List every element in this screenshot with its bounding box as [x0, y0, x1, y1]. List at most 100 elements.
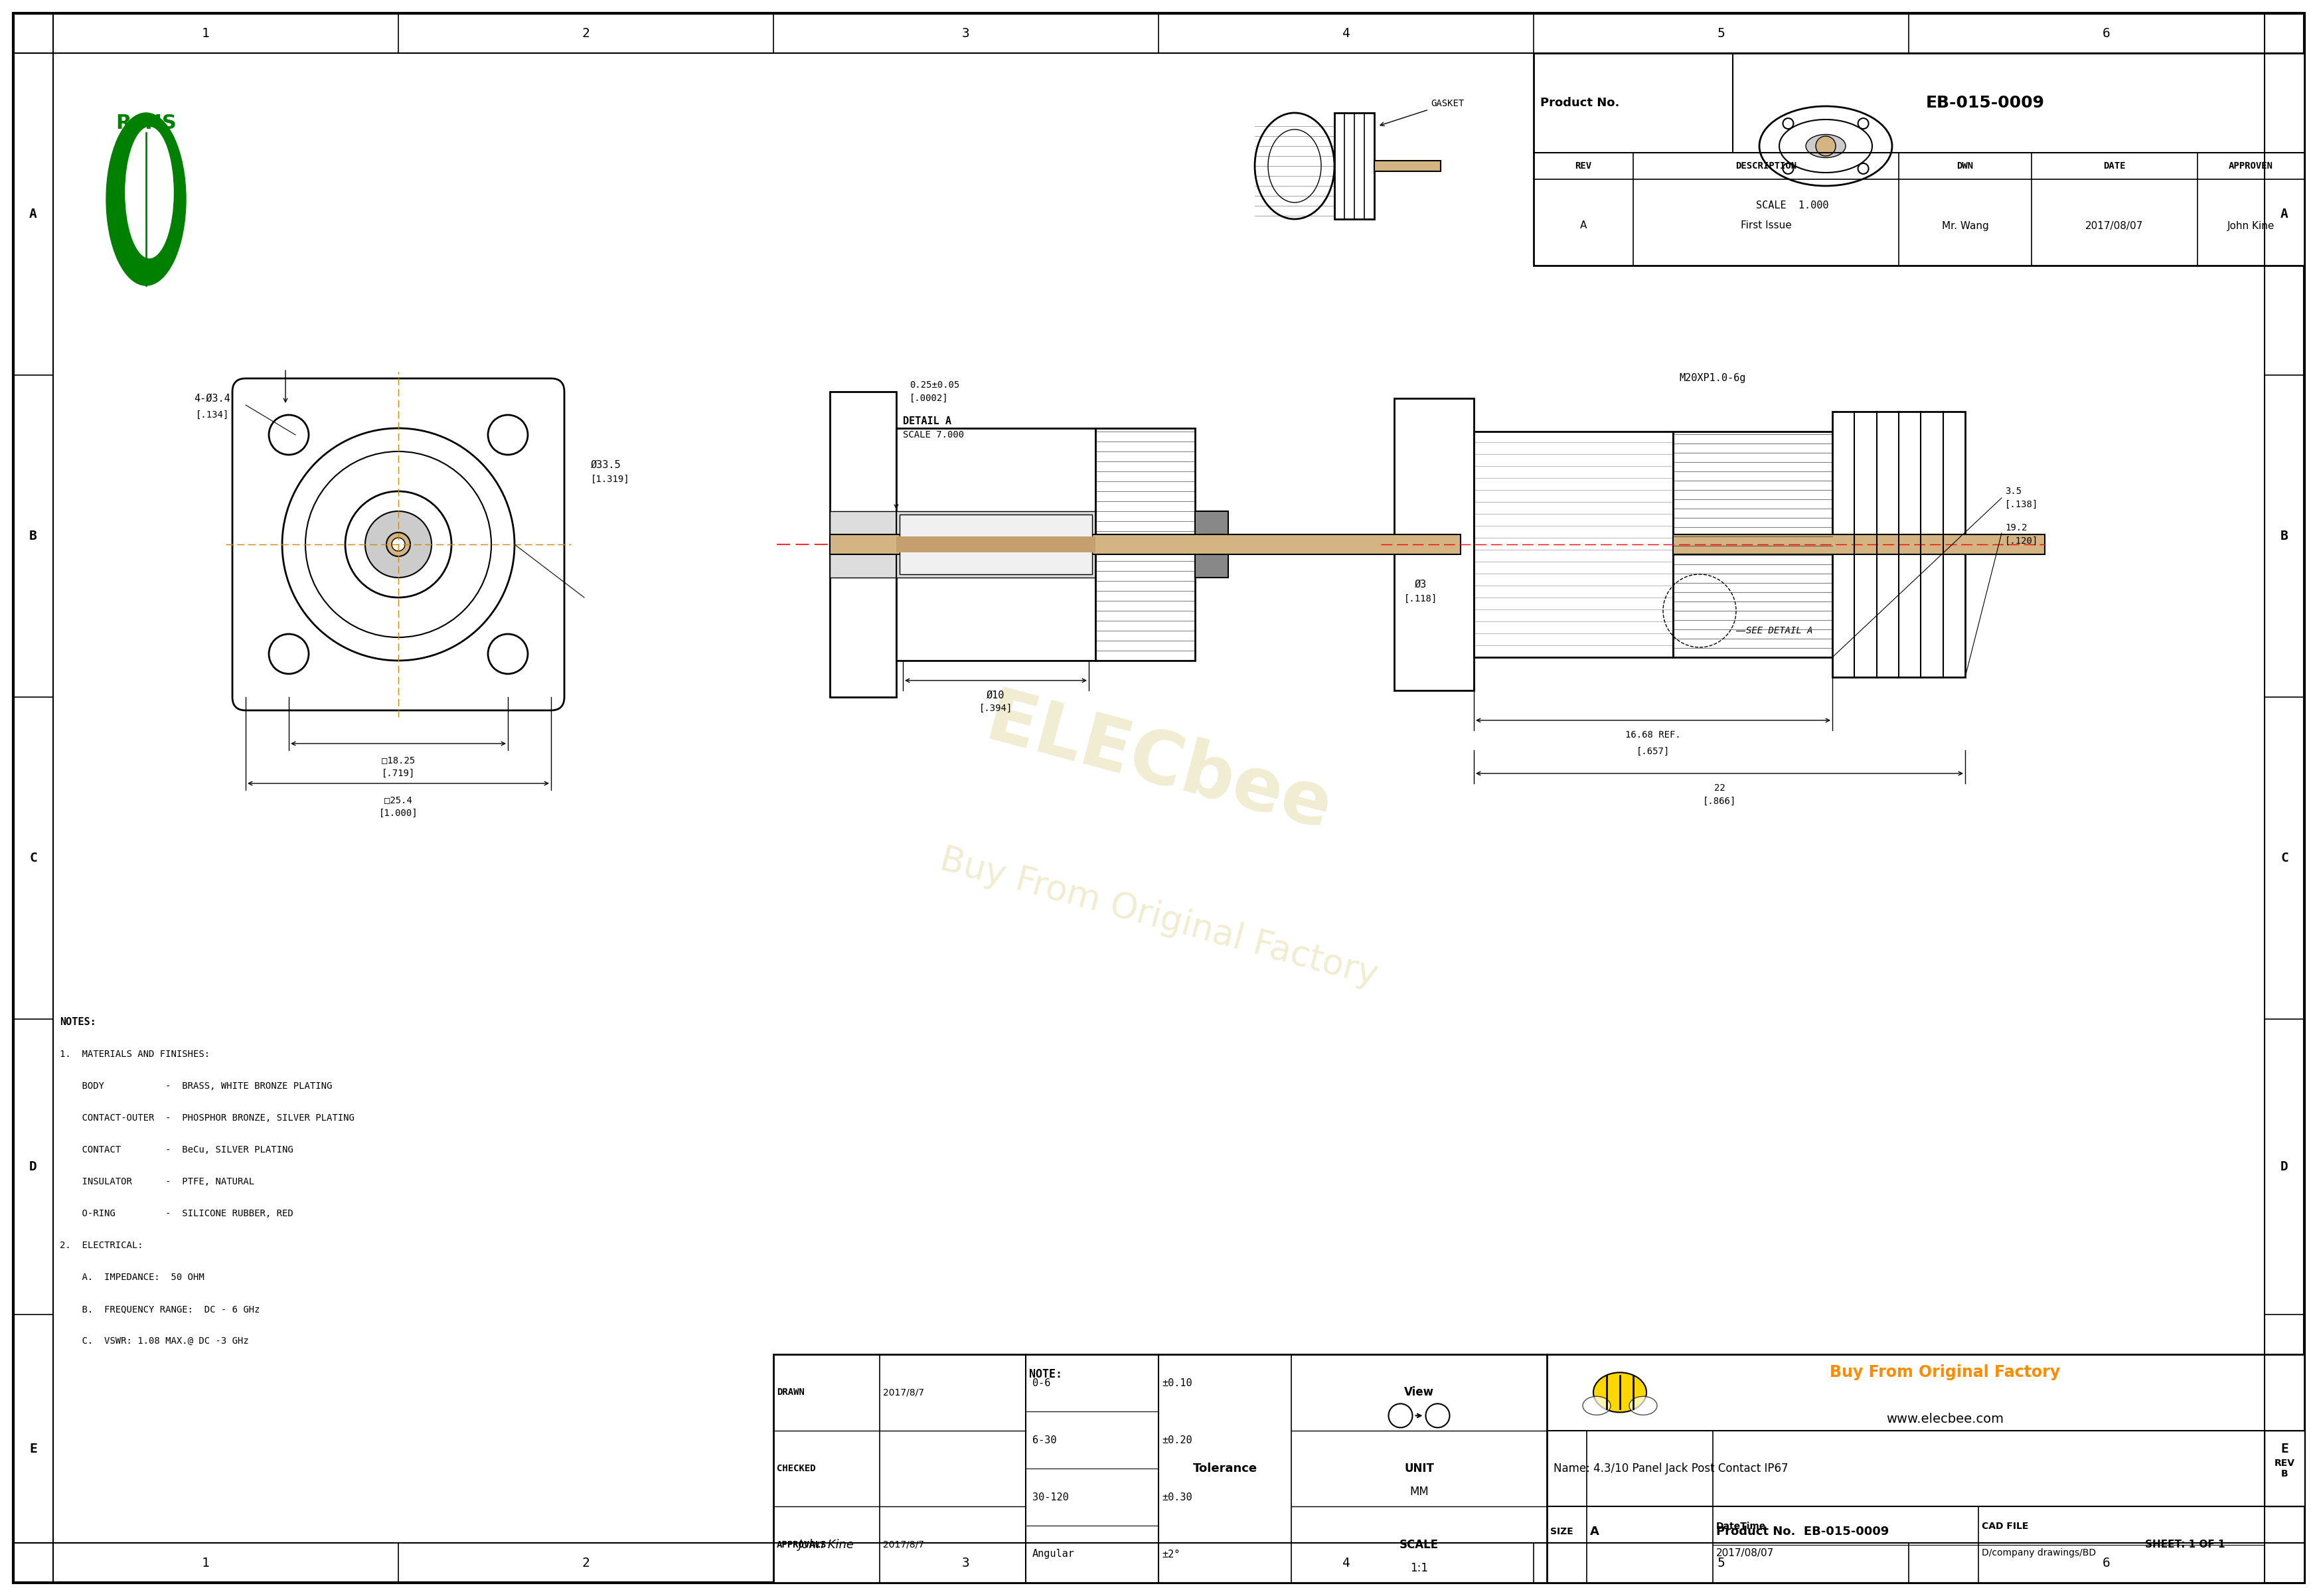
Text: 1.  MATERIALS AND FINISHES:: 1. MATERIALS AND FINISHES: [60, 1050, 211, 1058]
Text: 2: 2 [582, 27, 589, 40]
Text: A: A [2280, 207, 2287, 220]
Text: DESCRIPTION: DESCRIPTION [1735, 161, 1796, 171]
Text: [.866]: [.866] [1703, 796, 1735, 806]
Text: M20XP1.0-6g: M20XP1.0-6g [1680, 373, 1745, 383]
Text: 30-120: 30-120 [1031, 1492, 1068, 1502]
Text: 2017/8/7: 2017/8/7 [883, 1389, 924, 1396]
Circle shape [387, 533, 410, 557]
Text: [1.000]: [1.000] [378, 809, 417, 817]
Text: MM: MM [1409, 1486, 1427, 1497]
Text: DWN: DWN [1956, 161, 1972, 171]
Text: SHEET: 1 OF 1: SHEET: 1 OF 1 [2143, 1540, 2224, 1550]
Text: Mr. Wang: Mr. Wang [1942, 220, 1988, 231]
Circle shape [392, 538, 405, 551]
Circle shape [366, 511, 431, 578]
Text: CHECKED: CHECKED [776, 1464, 816, 1473]
Bar [1335, 113, 1374, 219]
Text: SEE DETAIL A: SEE DETAIL A [1745, 626, 1812, 635]
Bar [899, 514, 1091, 575]
Text: ±0.30: ±0.30 [1161, 1492, 1191, 1502]
Bar [2264, 1430, 2303, 1507]
Text: INSULATOR      -  PTFE, NATURAL: INSULATOR - PTFE, NATURAL [60, 1178, 255, 1186]
Text: John Kine: John Kine [2227, 220, 2273, 231]
Text: D/company drawings/BD: D/company drawings/BD [1981, 1548, 2095, 1558]
Bar [1673, 431, 1833, 658]
Text: ±0.10: ±0.10 [1161, 1377, 1191, 1389]
Bar [1196, 511, 1228, 578]
Text: □18.25: □18.25 [382, 755, 415, 764]
Text: Ø10: Ø10 [987, 691, 1006, 701]
Bar [829, 535, 1460, 554]
Text: APPROVALS: APPROVALS [776, 1540, 827, 1550]
Text: NOTES:: NOTES: [60, 1017, 95, 1028]
Text: B: B [2280, 530, 2287, 543]
Ellipse shape [1759, 107, 1891, 185]
Bar [1534, 53, 2303, 265]
Text: B.  FREQUENCY RANGE:  DC - 6 GHz: B. FREQUENCY RANGE: DC - 6 GHz [60, 1304, 260, 1314]
Bar [774, 1355, 2303, 1583]
Text: C.  VSWR: 1.08 MAX.@ DC -3 GHz: C. VSWR: 1.08 MAX.@ DC -3 GHz [60, 1336, 248, 1345]
Text: 5: 5 [1717, 1556, 1724, 1569]
Text: DATE: DATE [2104, 161, 2125, 171]
Text: [.134]: [.134] [195, 410, 229, 420]
Text: ELECbee: ELECbee [978, 685, 1339, 844]
Ellipse shape [1805, 134, 1844, 158]
Bar [829, 511, 897, 578]
Text: [.657]: [.657] [1636, 747, 1668, 757]
Text: 2017/08/07: 2017/08/07 [1715, 1548, 1773, 1558]
Text: Angular: Angular [1031, 1550, 1075, 1559]
Text: CAD FILE: CAD FILE [1981, 1523, 2027, 1531]
Text: A: A [1580, 220, 1587, 231]
Text: First Issue: First Issue [1740, 220, 1791, 231]
Bar [829, 391, 897, 697]
Text: [.0002]: [.0002] [908, 394, 948, 402]
Text: APPROVEN: APPROVEN [2229, 161, 2273, 171]
Text: DateTime: DateTime [1715, 1523, 1766, 1531]
Text: 4: 4 [1342, 1556, 1348, 1569]
Text: E: E [30, 1443, 37, 1456]
Text: ±0.20: ±0.20 [1161, 1435, 1191, 1444]
Text: EB-015-0009: EB-015-0009 [1925, 94, 2044, 110]
Text: D: D [2280, 1160, 2287, 1173]
FancyBboxPatch shape [232, 378, 563, 710]
Bar [1833, 412, 1965, 677]
Text: John Kine: John Kine [799, 1539, 855, 1551]
Ellipse shape [1592, 1373, 1645, 1412]
Text: [.719]: [.719] [382, 769, 415, 779]
Text: A: A [30, 207, 37, 220]
Text: O-RING         -  SILICONE RUBBER, RED: O-RING - SILICONE RUBBER, RED [60, 1208, 294, 1218]
Text: [.120]: [.120] [2004, 536, 2037, 546]
Text: □25.4: □25.4 [385, 795, 412, 804]
Text: 1: 1 [202, 1556, 209, 1569]
Ellipse shape [107, 113, 185, 286]
Text: 2: 2 [582, 1556, 589, 1569]
Text: 3.5: 3.5 [2004, 487, 2020, 496]
Text: SIZE: SIZE [1550, 1527, 1573, 1535]
Text: Ø33.5: Ø33.5 [591, 460, 621, 469]
Text: NOTE:: NOTE: [1029, 1368, 1061, 1381]
Text: REV
B: REV B [2273, 1459, 2294, 1478]
Text: 1: 1 [202, 27, 209, 40]
Text: Product No.: Product No. [1541, 97, 1620, 109]
Text: Product No.  EB-015-0009: Product No. EB-015-0009 [1715, 1526, 1888, 1537]
Text: 3: 3 [962, 27, 969, 40]
Ellipse shape [1629, 1396, 1657, 1416]
Text: C: C [2280, 852, 2287, 865]
Text: [1.319]: [1.319] [591, 474, 630, 484]
Text: Buy From Original Factory: Buy From Original Factory [936, 843, 1381, 993]
Bar [1395, 399, 1474, 691]
Text: 0.25±0.05: 0.25±0.05 [908, 380, 959, 389]
Text: 4: 4 [1342, 27, 1348, 40]
Text: [.138]: [.138] [2004, 500, 2037, 509]
Text: www.elecbee.com: www.elecbee.com [1886, 1412, 2004, 1425]
Text: CONTACT        -  BeCu, SILVER PLATING: CONTACT - BeCu, SILVER PLATING [60, 1146, 294, 1154]
Text: View: View [1404, 1387, 1434, 1398]
Text: C: C [30, 852, 37, 865]
Text: 16.68 REF.: 16.68 REF. [1624, 731, 1680, 739]
Text: CONTACT-OUTER  -  PHOSPHOR BRONZE, SILVER PLATING: CONTACT-OUTER - PHOSPHOR BRONZE, SILVER … [60, 1114, 355, 1122]
Text: ±2°: ±2° [1161, 1550, 1179, 1559]
Text: [.394]: [.394] [978, 704, 1013, 713]
Bar [1096, 428, 1196, 661]
Bar [897, 536, 1096, 552]
Text: [.118]: [.118] [1404, 594, 1437, 603]
